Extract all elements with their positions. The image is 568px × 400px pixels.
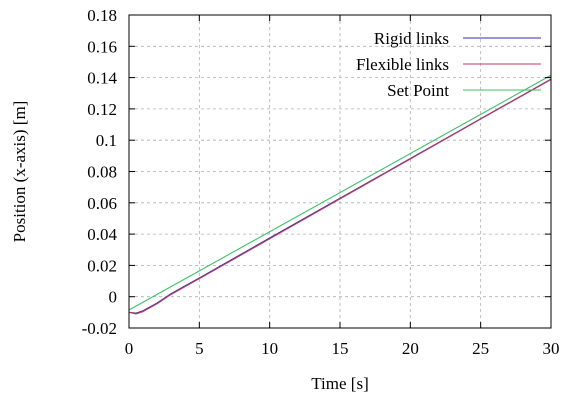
grid bbox=[129, 15, 551, 328]
legend: Rigid links Flexible links Set Point bbox=[356, 29, 541, 100]
legend-label: Rigid links bbox=[374, 29, 449, 48]
y-tick-label: 0.18 bbox=[87, 6, 117, 25]
x-tick-label: 20 bbox=[402, 339, 419, 358]
x-tick-label: 25 bbox=[472, 339, 489, 358]
y-tick-label: 0.02 bbox=[87, 256, 117, 275]
series-line-flexible-links bbox=[128, 79, 552, 315]
x-tick-label: 0 bbox=[125, 339, 134, 358]
y-tick-label: 0.08 bbox=[87, 163, 117, 182]
series-layer bbox=[128, 74, 552, 315]
x-tick-label: 15 bbox=[332, 339, 349, 358]
y-tick-label: 0.04 bbox=[87, 225, 117, 244]
y-tick-label: 0.14 bbox=[87, 69, 117, 88]
tick-layer: 0 5 10 15 20 25 30 -0.02 0 0.02 0.04 0.06 0.08 0.1 0.1… bbox=[82, 6, 560, 358]
y-axis-title: Position (x-axis) [m] bbox=[10, 101, 29, 243]
y-tick-label: 0.1 bbox=[96, 131, 117, 150]
y-tick-label: 0.16 bbox=[87, 37, 117, 56]
y-tick-label: 0 bbox=[109, 288, 118, 307]
x-tick-label: 5 bbox=[195, 339, 204, 358]
y-tick-label: 0.06 bbox=[87, 194, 117, 213]
legend-label: Set Point bbox=[387, 81, 449, 100]
y-tick-label: 0.12 bbox=[87, 100, 117, 119]
legend-label: Flexible links bbox=[356, 55, 449, 74]
x-tick-label: 10 bbox=[261, 339, 278, 358]
x-axis-title: Time [s] bbox=[311, 374, 368, 393]
y-tick-label: -0.02 bbox=[82, 319, 117, 338]
series-line-set-point bbox=[128, 74, 552, 311]
x-tick-label: 30 bbox=[543, 339, 560, 358]
